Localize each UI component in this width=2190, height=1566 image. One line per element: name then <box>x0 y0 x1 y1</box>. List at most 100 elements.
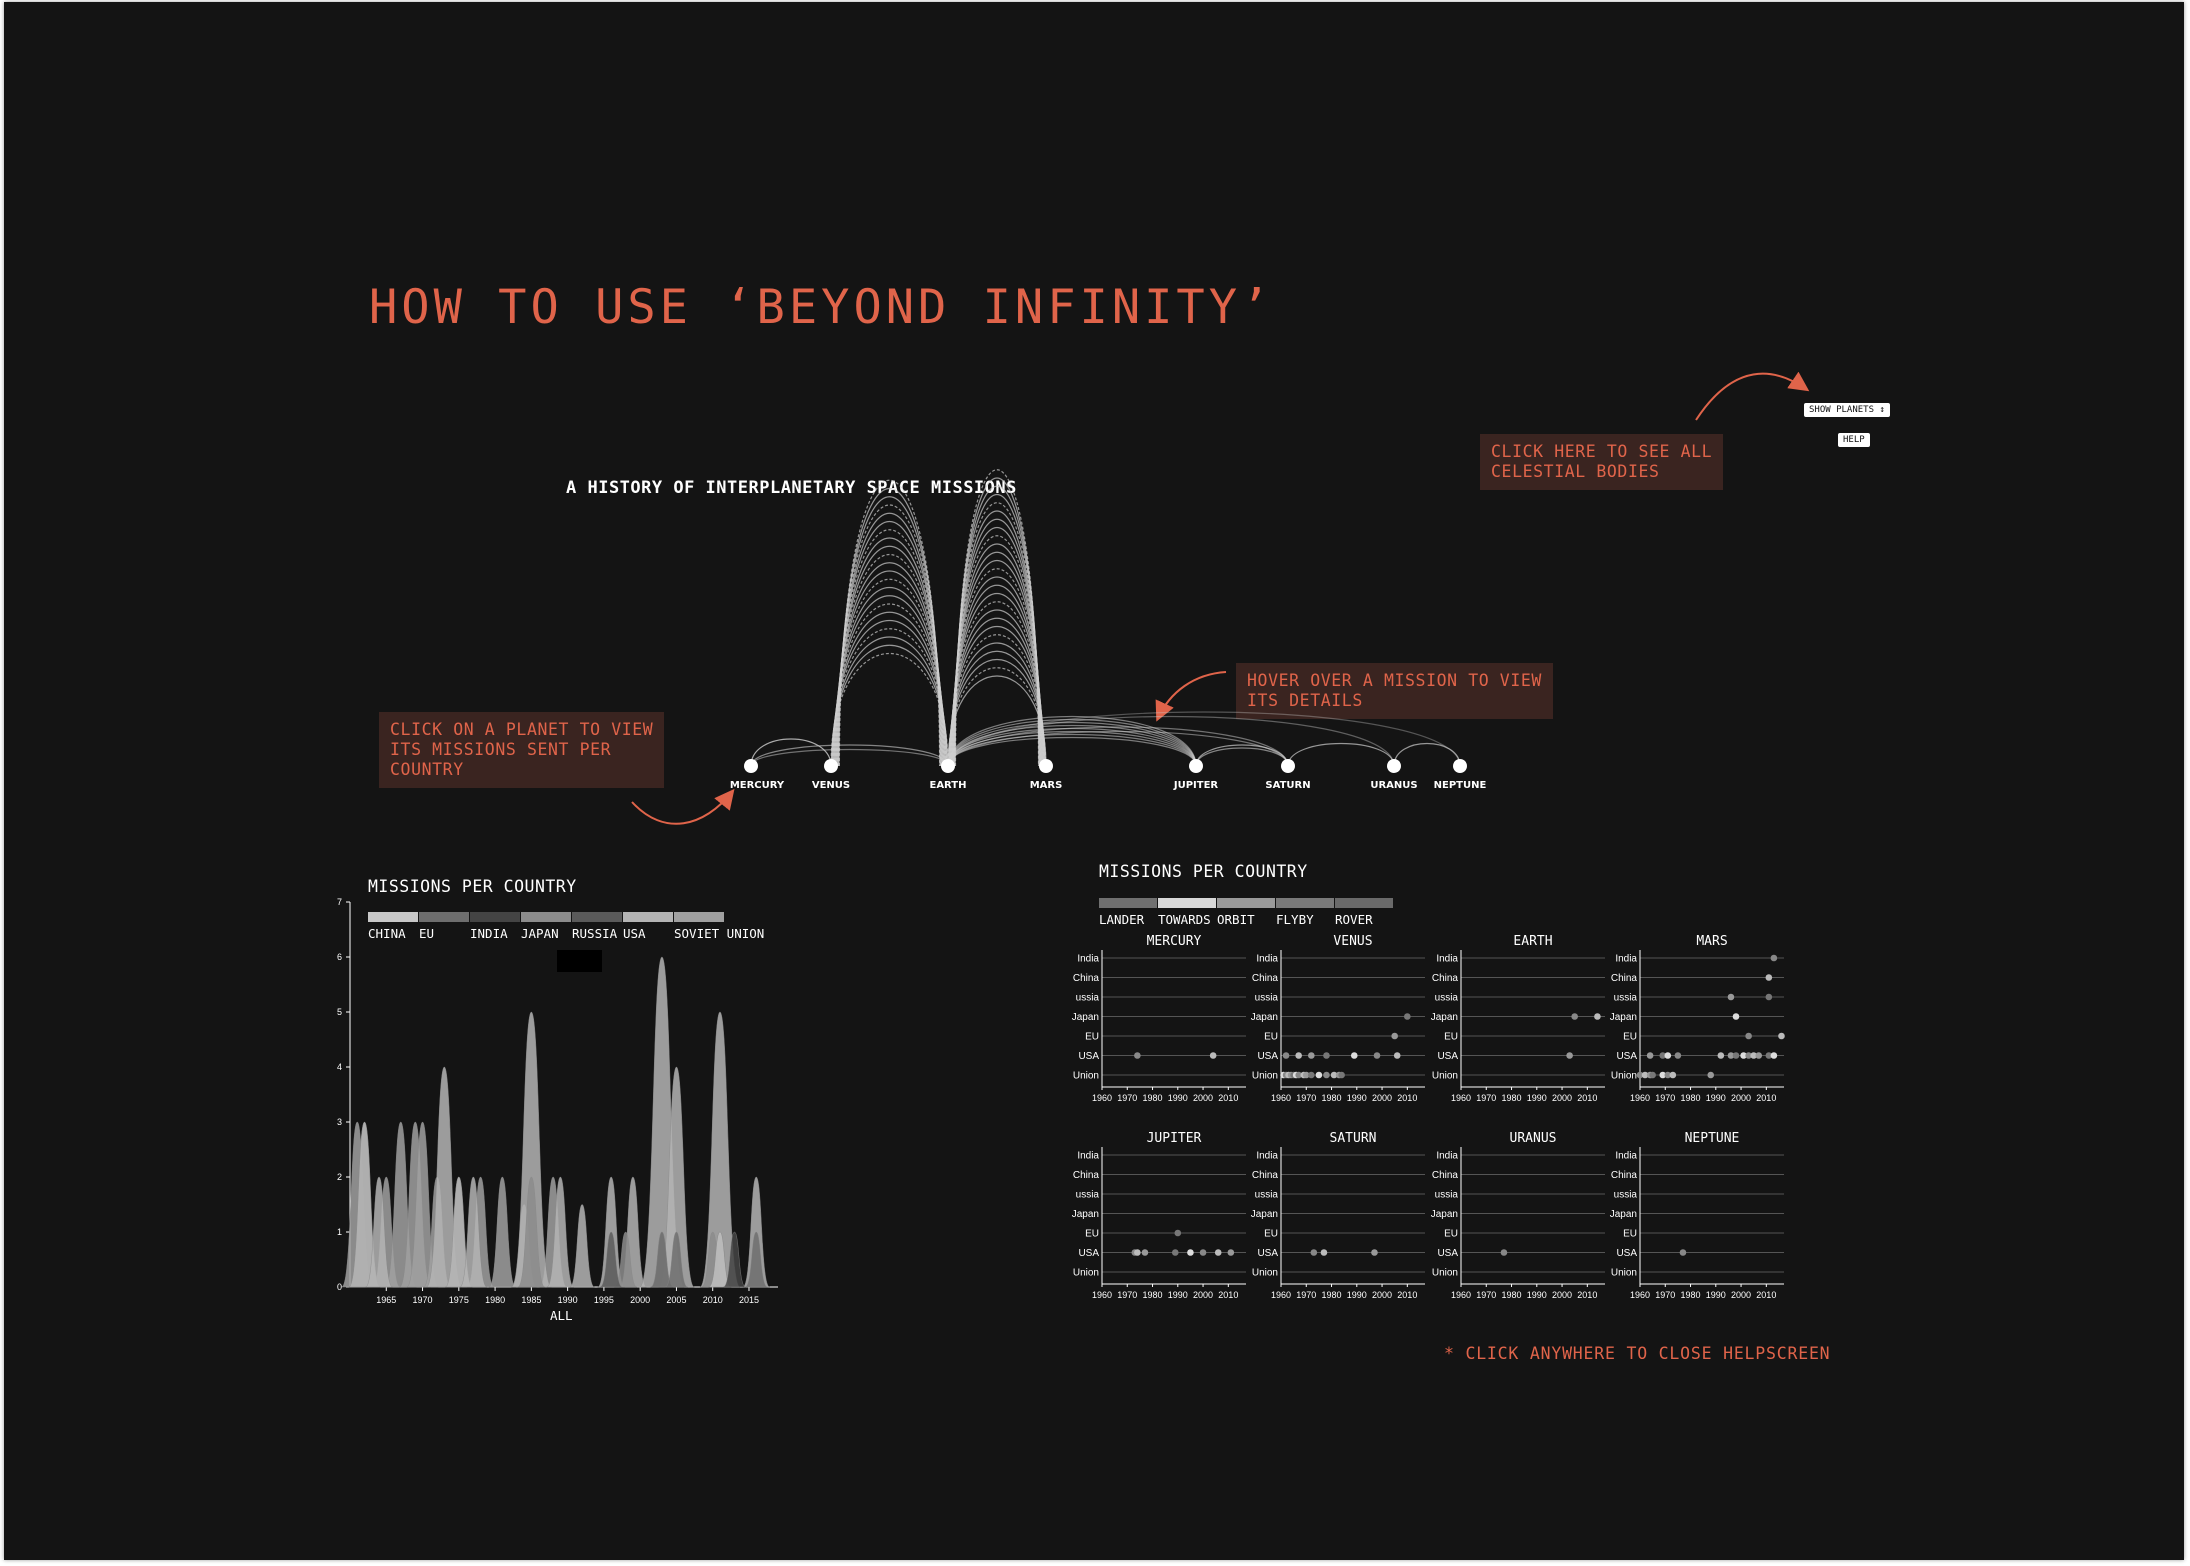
arc-paths[interactable] <box>750 469 1461 767</box>
mission-point[interactable] <box>1745 1052 1752 1059</box>
panel-points[interactable] <box>1500 1249 1508 1256</box>
scatter-panel-uranus[interactable]: India China ussia Japan EU USA Union 1960 1970 19… <box>1421 1143 1615 1313</box>
area-chart[interactable]: 0 1 2 3 4 5 6 7 1965 1970 1975 1980 1985 1990 1995 2000… <box>324 882 794 1342</box>
legend-swatch[interactable] <box>1217 898 1275 908</box>
legend-label[interactable]: INDIA <box>470 926 508 941</box>
legend-label[interactable]: FLYBY <box>1276 912 1314 927</box>
mission-point[interactable] <box>1664 1071 1672 1079</box>
mission-point[interactable] <box>1302 1071 1310 1079</box>
mission-point[interactable] <box>1371 1249 1378 1256</box>
mission-arc[interactable] <box>953 502 1041 767</box>
mission-point[interactable] <box>1500 1249 1508 1256</box>
scatter-panel-saturn[interactable]: India China ussia Japan EU USA Union 1960 1970 19… <box>1241 1143 1435 1313</box>
legend-label[interactable]: USA <box>623 926 646 941</box>
mission-point[interactable] <box>1707 1071 1715 1079</box>
legend-swatch[interactable] <box>1276 898 1334 908</box>
mission-point[interactable] <box>1199 1249 1207 1256</box>
series-eu[interactable] <box>650 1231 768 1288</box>
mission-point[interactable] <box>1187 1249 1194 1256</box>
planet-saturn[interactable]: SATURN <box>1265 759 1311 791</box>
mission-point[interactable] <box>1391 1032 1398 1040</box>
mission-point[interactable] <box>1308 1071 1315 1079</box>
planet-label[interactable]: MARS <box>1030 780 1063 791</box>
legend-label[interactable]: CHINA <box>368 926 406 941</box>
mission-arc[interactable] <box>947 725 1197 767</box>
panel-points[interactable] <box>1679 1249 1687 1256</box>
planet-label[interactable]: JUPITER <box>1173 780 1219 791</box>
mission-arc[interactable] <box>836 520 943 767</box>
mission-point[interactable] <box>1770 954 1778 962</box>
mission-arc[interactable] <box>954 469 1040 767</box>
mission-arc[interactable] <box>947 726 1289 767</box>
mission-point[interactable] <box>1674 1052 1682 1059</box>
scatter-panel-neptune[interactable]: India China ussia Japan EU USA Union 1960 1970 19… <box>1600 1143 1794 1313</box>
mission-point[interactable] <box>1740 1052 1747 1059</box>
scatter-panel-mercury[interactable]: India China ussia Japan EU USA Union 1960 1970 19… <box>1062 946 1256 1116</box>
planet-jupiter[interactable]: JUPITER <box>1173 759 1219 791</box>
mission-point[interactable] <box>1373 1052 1381 1059</box>
mission-point[interactable] <box>1641 1071 1649 1079</box>
mission-arc[interactable] <box>947 711 1461 767</box>
panel-points[interactable] <box>1134 1052 1217 1059</box>
panel-points[interactable] <box>1280 1013 1411 1079</box>
mission-point[interactable] <box>1227 1249 1235 1256</box>
legend-swatch[interactable] <box>1335 898 1393 908</box>
mission-point[interactable] <box>1765 993 1773 1001</box>
planet-label[interactable]: MERCURY <box>730 780 785 791</box>
mission-arc[interactable] <box>947 736 1197 767</box>
legend-swatch[interactable] <box>1099 898 1157 908</box>
mission-point[interactable] <box>1732 1052 1740 1059</box>
planet-earth[interactable]: EARTH <box>929 759 967 791</box>
mission-arc[interactable] <box>947 715 1395 767</box>
mission-arc[interactable] <box>837 504 942 767</box>
area-peak[interactable] <box>546 1176 574 1288</box>
planet-node[interactable] <box>1281 759 1295 773</box>
panel-points[interactable] <box>1131 1229 1235 1256</box>
mission-arc[interactable] <box>947 733 1197 767</box>
planet-label[interactable]: EARTH <box>929 780 966 791</box>
legend-swatch[interactable] <box>572 912 622 922</box>
area-peak[interactable] <box>665 1231 688 1288</box>
area-peak[interactable] <box>658 1066 695 1288</box>
planet-uranus[interactable]: URANUS <box>1370 759 1418 791</box>
mission-point[interactable] <box>1141 1249 1149 1256</box>
mission-arc[interactable] <box>1195 747 1289 767</box>
planet-node[interactable] <box>1387 759 1401 773</box>
mission-point[interactable] <box>1679 1249 1687 1256</box>
mission-point[interactable] <box>1134 1052 1141 1059</box>
legend-swatch[interactable] <box>1158 898 1216 908</box>
mission-point[interactable] <box>1566 1052 1573 1059</box>
mission-arc[interactable] <box>750 738 832 767</box>
mission-point[interactable] <box>1717 1052 1725 1059</box>
legend-label[interactable]: ROVER <box>1335 912 1373 927</box>
mission-point[interactable] <box>1338 1071 1345 1079</box>
area-peak[interactable] <box>614 1231 638 1288</box>
mission-point[interactable] <box>1659 1052 1667 1059</box>
mission-point[interactable] <box>1745 1032 1752 1040</box>
planet-mars[interactable]: MARS <box>1030 759 1063 791</box>
legend-label[interactable]: LANDER <box>1099 912 1145 927</box>
mission-arc[interactable] <box>750 744 949 767</box>
mission-point[interactable] <box>1765 1052 1773 1059</box>
mission-point[interactable] <box>1636 1071 1644 1079</box>
area-peak[interactable] <box>511 1011 552 1288</box>
mission-arc[interactable] <box>1393 742 1461 767</box>
mission-arc[interactable] <box>947 715 1197 767</box>
show-planets-select[interactable]: SHOW PLANETS ↕ <box>1804 403 1890 417</box>
help-screen-overlay[interactable]: HOW TO USE ‘BEYOND INFINITY’ SHOW PLANET… <box>4 2 2184 1560</box>
planet-venus[interactable]: VENUS <box>812 759 850 791</box>
mission-point[interactable] <box>1209 1052 1217 1059</box>
mission-point[interactable] <box>1330 1071 1338 1079</box>
mission-point[interactable] <box>1174 1229 1182 1237</box>
mission-arc[interactable] <box>1287 743 1395 767</box>
mission-arc[interactable] <box>838 479 941 767</box>
legend-label[interactable]: RUSSIA <box>572 926 618 941</box>
legend-label[interactable]: JAPAN <box>521 926 559 941</box>
mission-point[interactable] <box>1732 1013 1740 1020</box>
mission-point[interactable] <box>1295 1052 1302 1059</box>
scatter-panel-jupiter[interactable]: India China ussia Japan EU USA Union 1960 1970 19… <box>1062 1143 1256 1313</box>
planet-label[interactable]: NEPTUNE <box>1434 780 1487 791</box>
legend-swatch[interactable] <box>368 912 418 922</box>
mission-point[interactable] <box>1393 1052 1401 1059</box>
mission-point[interactable] <box>1727 993 1735 1001</box>
